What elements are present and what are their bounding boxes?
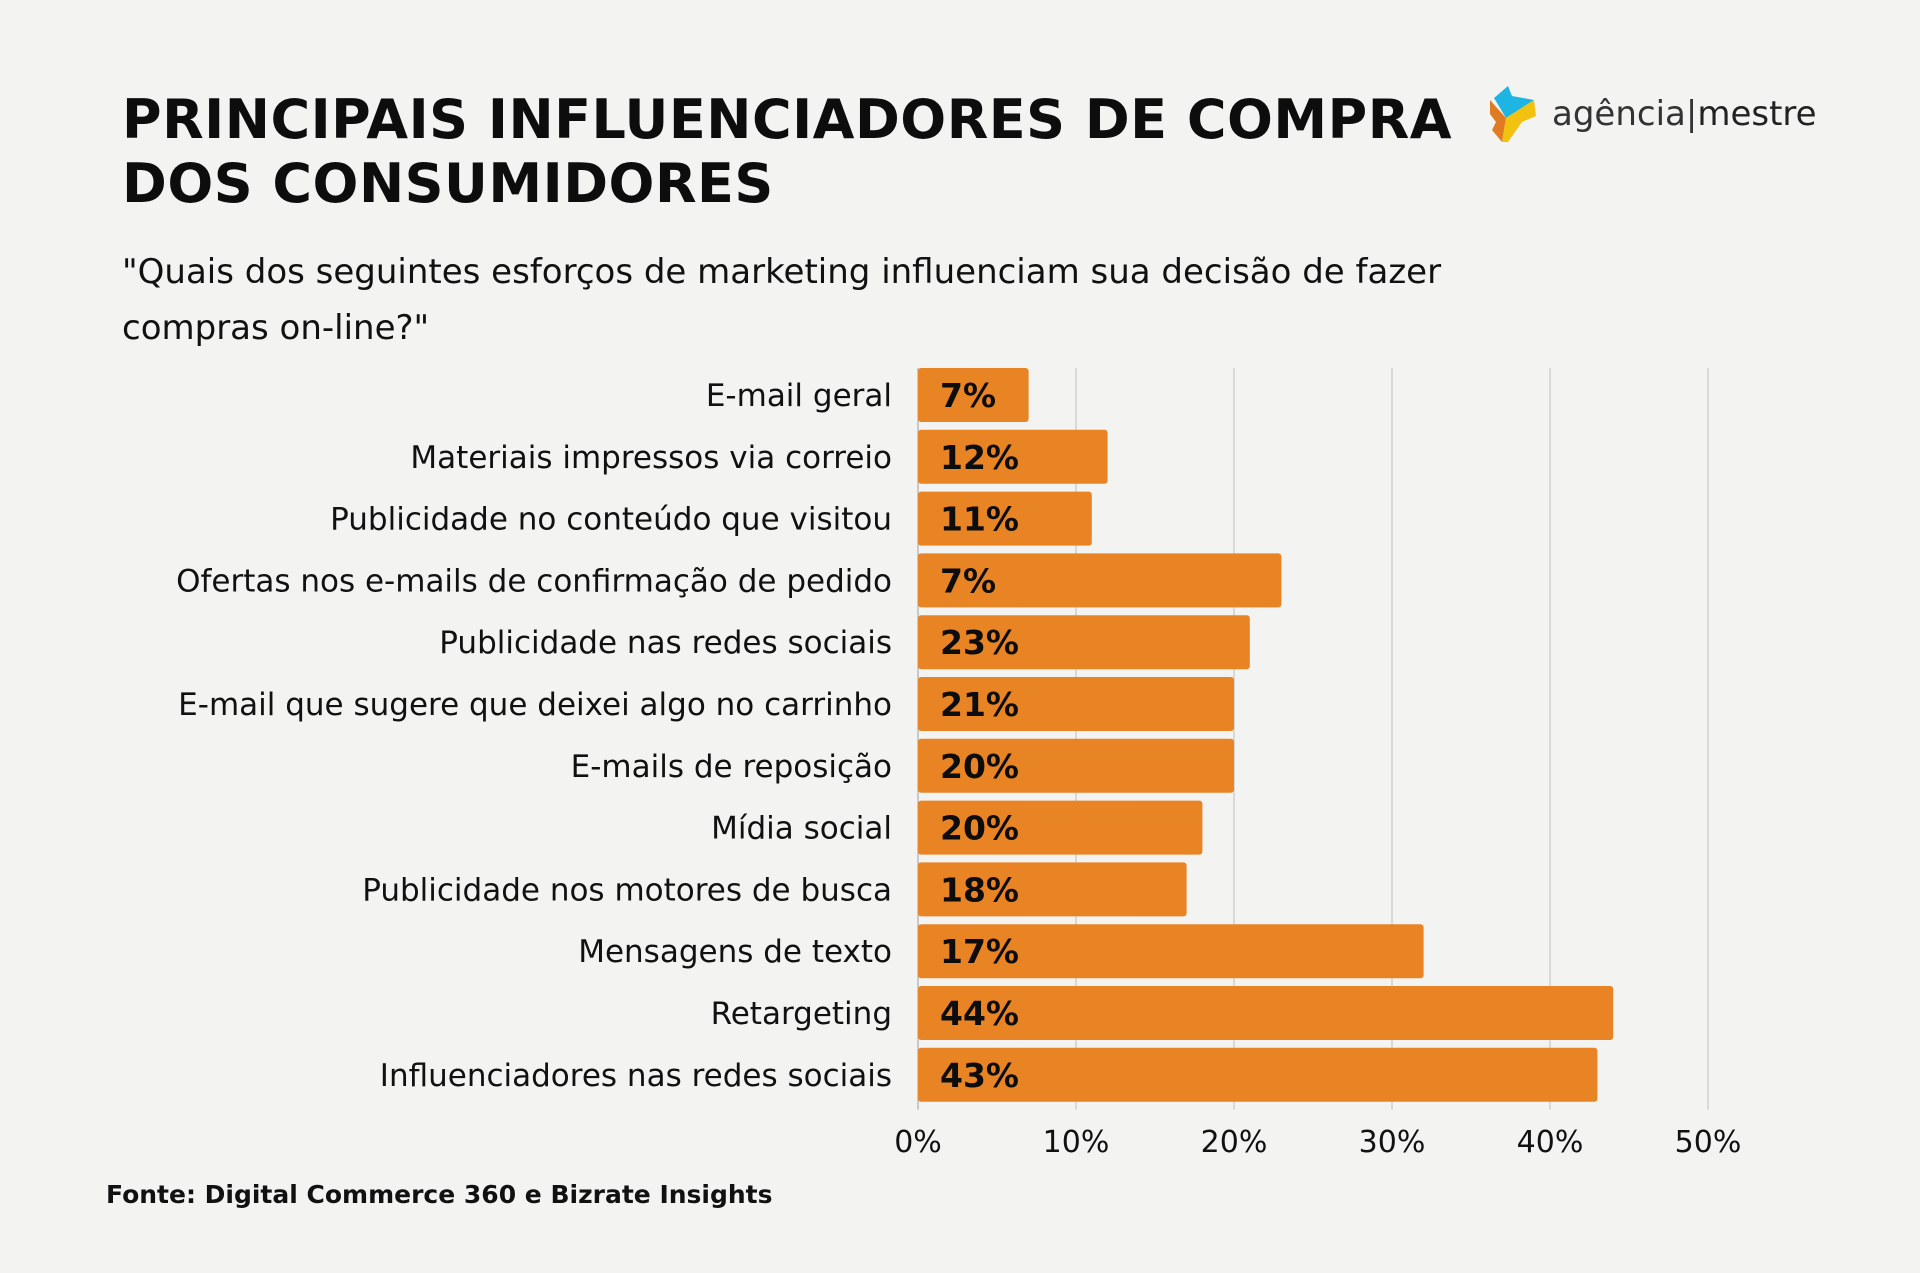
bar <box>918 924 1424 979</box>
bar <box>918 368 1029 422</box>
bar <box>918 800 1203 855</box>
logo-mark-icon <box>1490 86 1536 142</box>
category-label: E-mail que sugere que deixei algo no car… <box>178 687 892 723</box>
x-tick-label: 40% <box>1517 1125 1584 1160</box>
category-label: Ofertas nos e-mails de confirmação de pe… <box>176 563 892 599</box>
chart-title: PRINCIPAIS INFLUENCIADORES DE COMPRA DOS… <box>122 88 1453 215</box>
x-tick-label: 10% <box>1043 1125 1110 1160</box>
category-label: Publicidade nos motores de busca <box>362 872 892 908</box>
x-tick-label: 30% <box>1359 1125 1426 1160</box>
category-label: Mídia social <box>711 811 892 847</box>
category-label: Influenciadores nas redes sociais <box>380 1058 892 1094</box>
bar <box>918 677 1234 731</box>
bar <box>918 491 1092 546</box>
data-label: 11% <box>940 500 1019 539</box>
source-note: Fonte: Digital Commerce 360 e Bizrate In… <box>106 1180 773 1209</box>
data-label: 7% <box>940 376 996 415</box>
x-tick-label: 0% <box>894 1125 942 1160</box>
data-label: 18% <box>940 870 1019 909</box>
data-label: 43% <box>940 1056 1019 1095</box>
category-label: Mensagens de texto <box>578 934 892 970</box>
category-label: Publicidade no conteúdo que visitou <box>330 502 892 538</box>
bar <box>918 986 1614 1040</box>
data-label: 20% <box>940 809 1019 848</box>
category-label: E-mails de reposição <box>571 749 892 785</box>
data-label: 20% <box>940 747 1019 786</box>
data-label: 12% <box>940 438 1019 477</box>
category-label: Materiais impressos via correio <box>410 440 892 476</box>
bar <box>918 862 1187 917</box>
data-label: 44% <box>940 994 1019 1033</box>
bar <box>918 1047 1598 1102</box>
data-label: 17% <box>940 932 1019 971</box>
category-label: Retargeting <box>711 996 892 1032</box>
bar <box>918 738 1234 793</box>
data-label: 23% <box>940 623 1019 662</box>
agencia-mestre-logo: agência|mestre <box>1488 84 1817 144</box>
chart-subtitle: "Quais dos seguintes esforços de marketi… <box>122 252 1442 348</box>
logo-text-mestre: mestre <box>1697 94 1817 134</box>
bar <box>918 429 1108 484</box>
data-label: 21% <box>940 685 1019 724</box>
bar <box>918 615 1250 670</box>
x-tick-label: 20% <box>1201 1125 1268 1160</box>
bar <box>918 553 1282 608</box>
data-label: 7% <box>940 561 996 600</box>
category-label: E-mail geral <box>706 378 892 414</box>
x-tick-label: 50% <box>1675 1125 1742 1160</box>
logo-separator: | <box>1685 94 1698 134</box>
logo-text-agencia: agência <box>1552 94 1686 134</box>
category-label: Publicidade nas redes sociais <box>439 625 892 661</box>
